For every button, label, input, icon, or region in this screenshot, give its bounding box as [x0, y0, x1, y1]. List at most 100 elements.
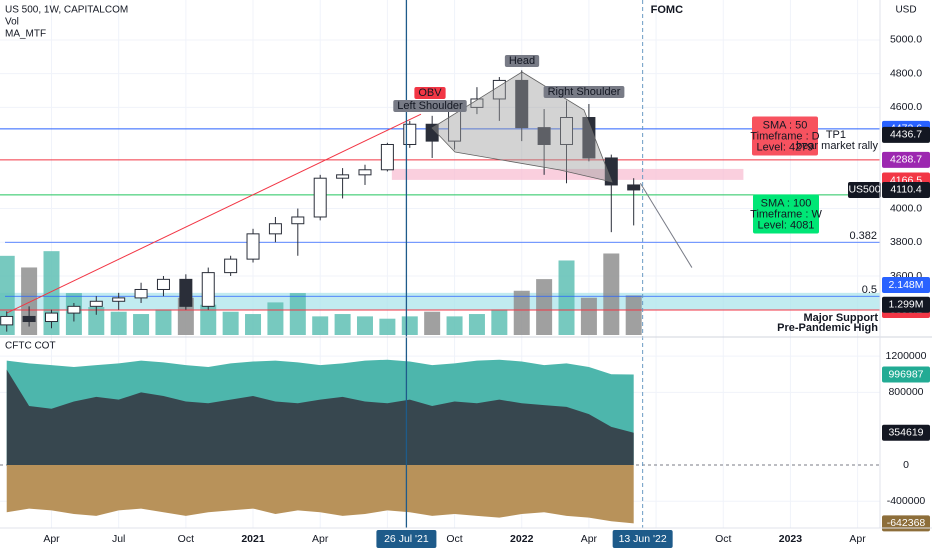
volume-bar	[446, 316, 463, 335]
annotation-box	[543, 86, 625, 98]
volume-bar	[222, 311, 239, 335]
volume-bar	[356, 316, 373, 335]
y-tick-label: -400000	[887, 495, 926, 507]
level-label-box	[882, 126, 930, 143]
x-tick-label: Apr	[849, 533, 866, 545]
annotation-box	[504, 55, 540, 67]
level-label: 4436.7	[890, 129, 922, 141]
volume-label: 1.299M	[888, 299, 923, 311]
candle-body	[560, 117, 574, 145]
y-tick-label: 3800.0	[890, 236, 922, 248]
candle-body	[291, 216, 305, 225]
annotation-label: Left Shoulder	[397, 100, 463, 112]
annotation-box	[414, 87, 446, 99]
candle-body	[22, 315, 36, 323]
annotation-label: OBV	[418, 87, 442, 99]
date-label: 26 Jul '21	[384, 533, 429, 545]
volume-bar	[200, 304, 217, 335]
zone	[0, 292, 880, 311]
volume-bar	[536, 279, 553, 335]
candle-body	[403, 123, 417, 145]
volume-bar	[88, 307, 105, 335]
candle-body	[246, 233, 260, 260]
candle-body	[515, 79, 529, 129]
level-label: 4288.7	[890, 154, 922, 166]
candle-body	[224, 258, 238, 274]
candle-body	[537, 127, 551, 145]
indicator-label: MA_MTF	[5, 29, 46, 40]
volume-bar	[513, 290, 530, 335]
candle-body	[470, 98, 484, 108]
volume-bar	[580, 297, 597, 335]
annotation-text: Major Support	[803, 312, 878, 324]
x-tick-label: Oct	[178, 533, 194, 545]
candle-body	[604, 157, 618, 186]
y-tick-label: 1200000	[886, 350, 927, 362]
volume-bar	[491, 309, 508, 335]
zone	[391, 168, 744, 180]
annotation-line: SMA : 50	[763, 119, 808, 131]
cot-label-box	[882, 366, 930, 383]
volume-label: 2.148M	[888, 279, 923, 291]
volume-bar	[133, 314, 150, 335]
candle-body	[179, 278, 193, 307]
level-label-box	[882, 151, 930, 168]
date-label: 13 Jun '22	[619, 533, 667, 545]
volume-label-box	[882, 296, 930, 313]
volume-bar	[603, 253, 620, 335]
cot-label-box	[882, 515, 930, 532]
annotation-label: Right Shoulder	[548, 86, 621, 98]
annotation-line: SMA : 100	[761, 197, 812, 209]
symbol-tag: US500	[848, 184, 880, 196]
candle-body	[134, 288, 148, 299]
annotation-box	[393, 100, 467, 112]
annotation-text: Pre-Pandemic High	[777, 322, 878, 334]
candle-body	[112, 297, 126, 302]
date-label-box	[612, 530, 673, 548]
volume-bar	[177, 297, 194, 335]
candle-body	[313, 177, 327, 218]
symbol-header: US 500, 1W, CAPITALCOM	[5, 5, 128, 16]
y-tick-label: 4800.0	[890, 67, 922, 79]
fib-label: 0.5	[862, 284, 877, 296]
y-tick-label: 800000	[888, 386, 923, 398]
trendline	[6, 113, 422, 314]
annotation-box	[753, 194, 819, 234]
candle-body	[89, 300, 103, 307]
date-label-box	[376, 530, 437, 548]
y-tick-label: 5000.0	[890, 34, 922, 46]
volume-bar	[558, 260, 575, 335]
cot-label: 354619	[888, 427, 923, 439]
candle-body	[45, 312, 59, 323]
y-tick-label: 4000.0	[890, 202, 922, 214]
cot-label: -642368	[887, 517, 926, 529]
volume-bar	[424, 311, 441, 335]
annotation-line: Level: 4081	[758, 219, 815, 231]
volume-bar	[245, 314, 262, 335]
x-tick-label: Jul	[112, 533, 125, 545]
candle-body	[425, 123, 439, 142]
indicator-label: Vol	[5, 17, 19, 28]
x-tick-label: 2022	[510, 533, 534, 545]
candle-body	[380, 143, 394, 171]
level-label-box	[882, 181, 930, 198]
cot-area	[6, 369, 634, 466]
x-tick-label: 2021	[241, 533, 265, 545]
x-tick-label: 2023	[779, 533, 803, 545]
candle-body	[156, 278, 170, 290]
pane-label: CFTC COT	[5, 341, 56, 352]
plot-layer: 0.382 0.5	[0, 0, 880, 528]
volume-bar	[401, 316, 418, 335]
volume-bar	[468, 314, 485, 335]
volume-bar	[0, 255, 15, 335]
candle-body	[201, 272, 215, 307]
symbol-tag-box	[848, 181, 881, 198]
annotation-line: Timeframe : D	[750, 130, 819, 142]
annotation-box	[752, 116, 818, 156]
annotation-label: Head	[509, 55, 535, 67]
event-title: FOMC	[651, 4, 683, 16]
candle-body	[358, 169, 372, 176]
head-shoulders-pattern	[431, 71, 613, 183]
